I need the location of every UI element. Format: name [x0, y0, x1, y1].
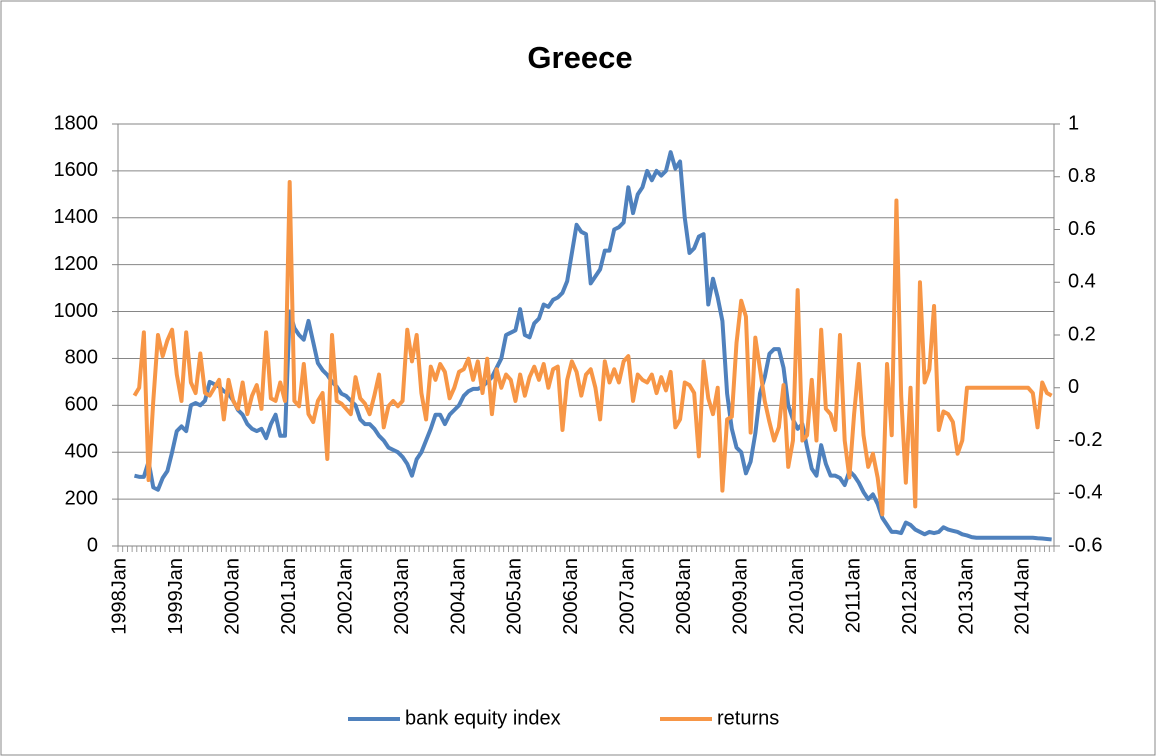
y-tick-label: 200	[65, 487, 98, 509]
y-tick-label: 1800	[54, 112, 99, 134]
x-tick-label: 2012Jan	[899, 558, 921, 635]
legend-label: bank equity index	[405, 707, 561, 729]
y-tick-label: 1400	[54, 206, 99, 228]
y2-tick-label: 0.8	[1068, 165, 1096, 187]
y2-tick-label: 0.2	[1068, 323, 1096, 345]
y2-tick-label: -0.2	[1068, 429, 1102, 451]
y2-tick-label: 1	[1068, 112, 1079, 134]
y-tick-label: 0	[87, 534, 98, 556]
x-tick-label: 1999Jan	[165, 558, 187, 635]
x-tick-label: 1998Jan	[109, 558, 131, 635]
x-tick-label: 2013Jan	[955, 558, 977, 635]
x-tick-label: 2001Jan	[278, 558, 300, 635]
legend-label: returns	[717, 707, 779, 729]
x-tick-label: 2003Jan	[391, 558, 413, 635]
x-tick-label: 2010Jan	[786, 558, 808, 635]
x-tick-label: 2014Jan	[1012, 558, 1034, 635]
x-tick-label: 2007Jan	[617, 558, 639, 635]
y-tick-label: 1200	[54, 253, 99, 275]
x-tick-label: 2004Jan	[447, 558, 469, 635]
y-tick-label: 600	[65, 394, 98, 416]
y-tick-label: 400	[65, 441, 98, 463]
y2-tick-label: 0.6	[1068, 218, 1096, 240]
x-tick-label: 2006Jan	[560, 558, 582, 635]
x-tick-label: 2000Jan	[222, 558, 244, 635]
x-tick-label: 2002Jan	[334, 558, 356, 635]
chart-title: Greece	[527, 40, 632, 75]
y-tick-label: 1000	[54, 300, 99, 322]
y2-tick-label: -0.6	[1068, 534, 1102, 556]
x-tick-label: 2005Jan	[504, 558, 526, 635]
y2-tick-label: 0.4	[1068, 271, 1096, 293]
x-tick-label: 2008Jan	[673, 558, 695, 635]
y-tick-label: 1600	[54, 159, 99, 181]
y-tick-label: 800	[65, 347, 98, 369]
x-tick-label: 2011Jan	[842, 558, 864, 633]
y2-tick-label: 0	[1068, 376, 1079, 398]
x-tick-label: 2009Jan	[729, 558, 751, 635]
series-line	[132, 180, 1053, 517]
y2-tick-label: -0.4	[1068, 482, 1102, 504]
